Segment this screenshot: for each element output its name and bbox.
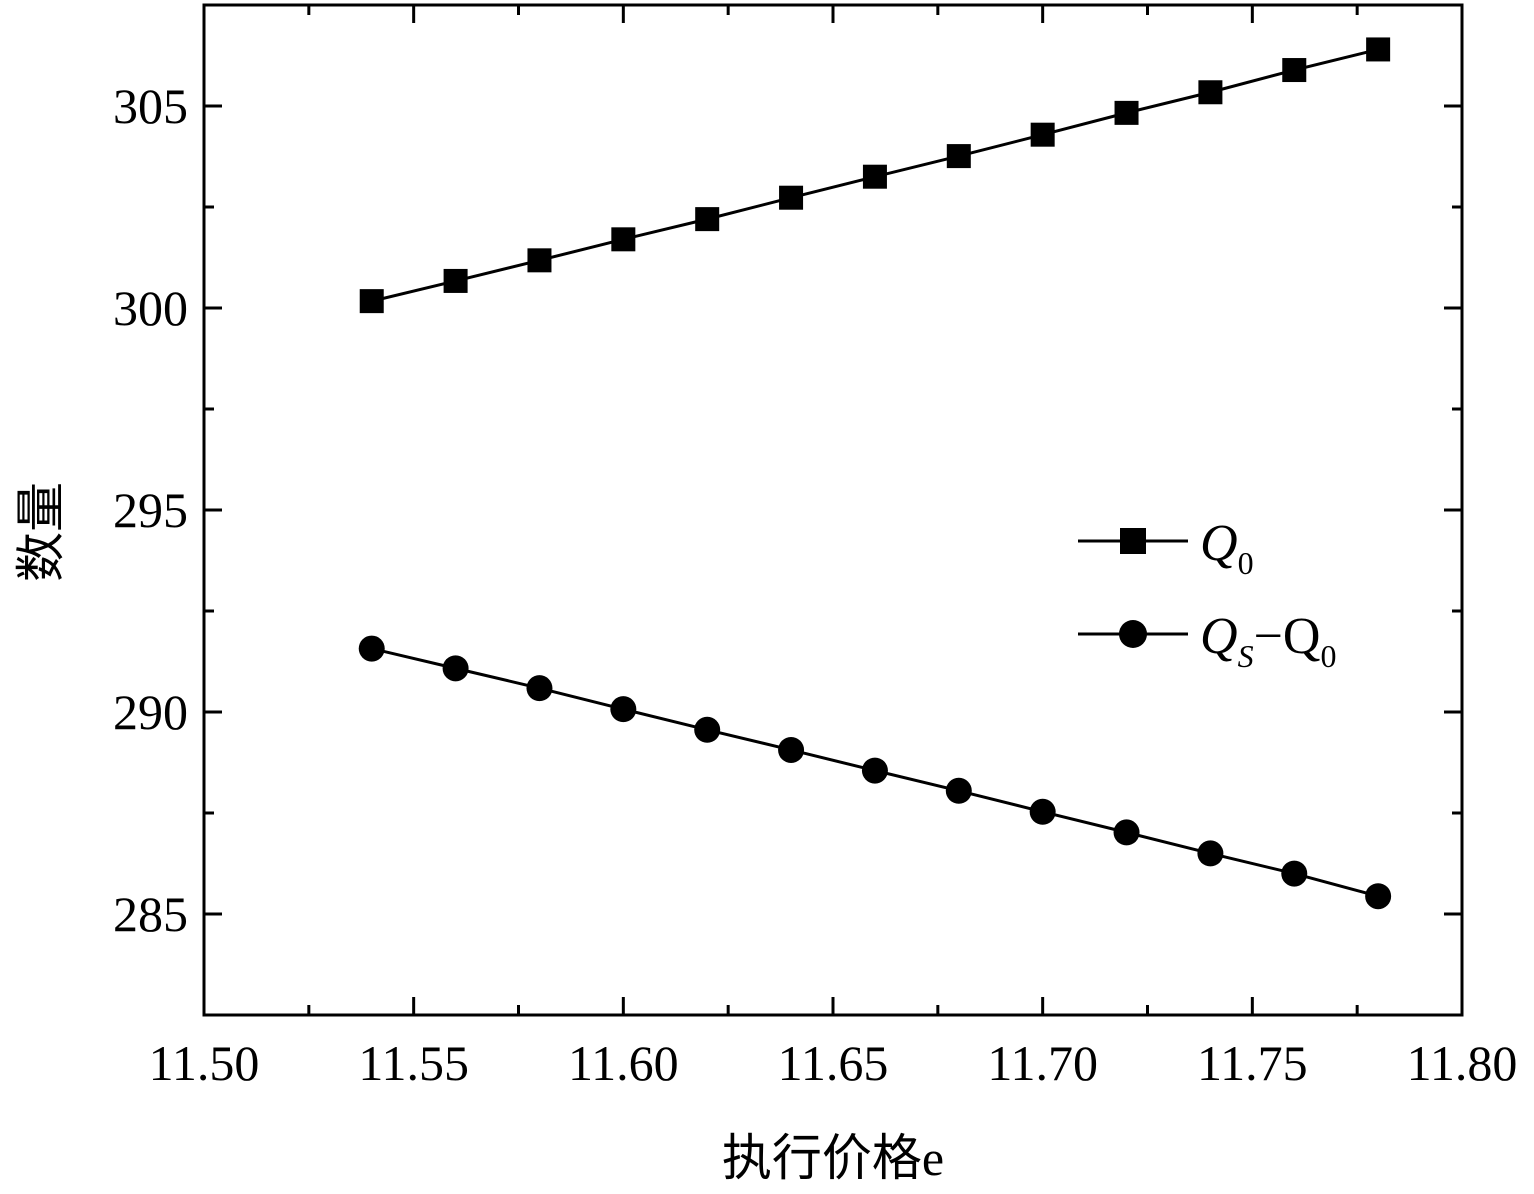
data-point-square xyxy=(946,144,971,169)
x-tick-label: 11.50 xyxy=(149,1035,260,1091)
data-point-square xyxy=(1030,122,1055,147)
x-axis-label: 执行价格e xyxy=(722,1130,944,1186)
legend-label-q0: Q0 xyxy=(1200,515,1254,581)
data-point-circle xyxy=(358,635,385,662)
data-point-circle xyxy=(778,736,805,763)
data-point-circle xyxy=(1197,840,1224,867)
x-tick-label: 11.65 xyxy=(778,1035,889,1091)
y-tick-label: 305 xyxy=(113,78,188,134)
x-tick-label: 11.55 xyxy=(358,1035,469,1091)
legend-label-qs-q0: QS−Q0 xyxy=(1200,608,1336,674)
data-point-square xyxy=(1198,80,1223,105)
x-tick-label: 11.60 xyxy=(568,1035,679,1091)
data-point-circle xyxy=(526,675,553,702)
legend-marker-circle xyxy=(1119,620,1147,648)
plot-frame xyxy=(202,3,1464,1017)
data-point-square xyxy=(779,185,804,210)
legend: Q0 QS−Q0 xyxy=(1078,515,1336,674)
x-tick-label: 11.80 xyxy=(1407,1035,1518,1091)
data-point-square xyxy=(527,248,552,273)
data-point-square xyxy=(1282,58,1307,83)
data-point-square xyxy=(443,268,468,293)
x-tick-label: 11.70 xyxy=(987,1035,1098,1091)
y-tick-label: 290 xyxy=(113,684,188,740)
y-axis-label: 数量 xyxy=(13,482,69,582)
data-point-square xyxy=(1114,100,1139,125)
x-tick-label: 11.75 xyxy=(1197,1035,1308,1091)
legend-marker-square xyxy=(1120,528,1146,554)
data-point-square xyxy=(695,207,720,232)
data-point-circle xyxy=(1281,860,1308,887)
data-point-circle xyxy=(1113,819,1140,846)
data-point-square xyxy=(359,289,384,314)
data-point-circle xyxy=(945,777,972,804)
data-point-circle xyxy=(1029,798,1056,825)
data-point-circle xyxy=(694,716,721,743)
data-point-circle xyxy=(442,655,469,682)
data-point-circle xyxy=(610,696,637,723)
data-point-square xyxy=(862,164,887,189)
y-tick-label: 300 xyxy=(113,280,188,336)
data-point-circle xyxy=(861,757,888,784)
y-tick-label: 285 xyxy=(113,886,188,942)
y-tick-label: 295 xyxy=(113,482,188,538)
data-point-square xyxy=(1366,37,1391,62)
data-point-square xyxy=(611,227,636,252)
data-point-circle xyxy=(1365,883,1392,910)
